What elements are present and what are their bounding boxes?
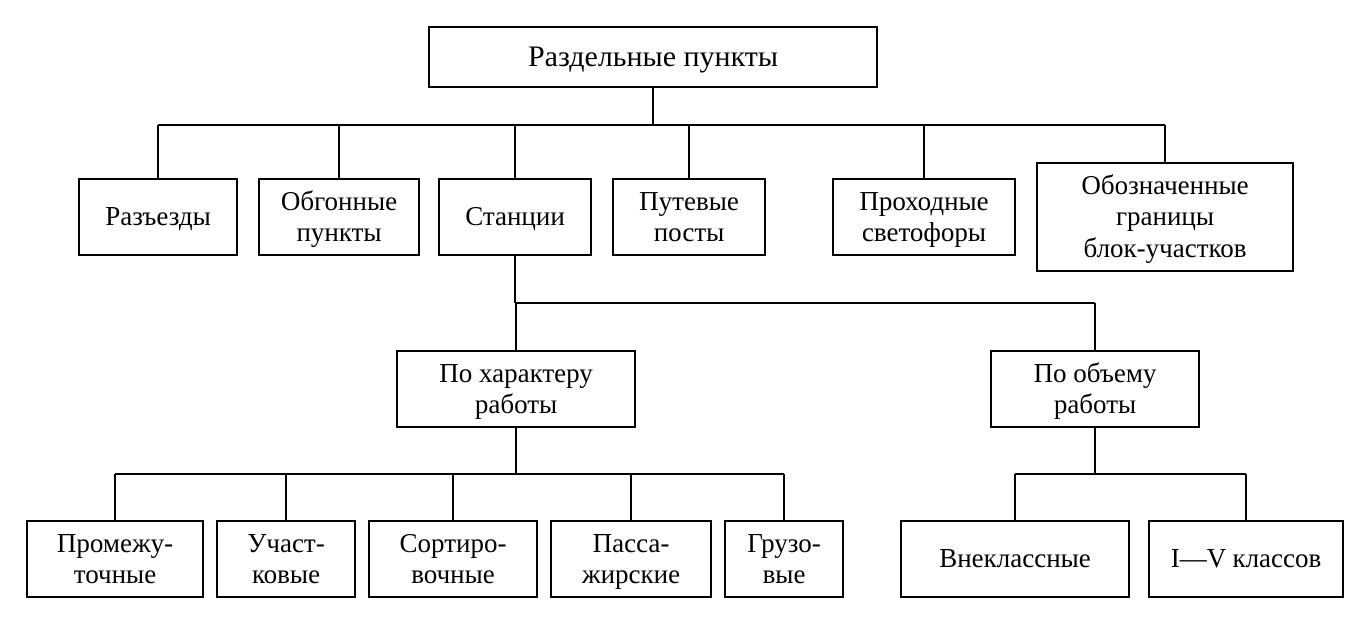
node-n6: Обозначенные границы блок-участков (1036, 162, 1294, 272)
node-w4: Пасса- жирские (550, 520, 712, 598)
node-root: Раздельные пункты (428, 26, 878, 88)
node-w5: Грузо- вые (724, 520, 844, 598)
node-n4: Путевые посты (612, 178, 766, 256)
node-c2: По объему работы (990, 350, 1200, 428)
node-n5: Проходные светофоры (832, 178, 1016, 256)
node-v1: Внеклассные (900, 520, 1130, 598)
node-n2: Обгонные пункты (258, 178, 420, 256)
node-c1: По характеру работы (396, 350, 636, 428)
node-w3: Сортиро- вочные (368, 520, 538, 598)
node-n3: Станции (438, 178, 592, 256)
node-w2: Участ- ковые (216, 520, 356, 598)
node-v2: I—V классов (1148, 520, 1344, 598)
node-w1: Промежу- точные (26, 520, 204, 598)
node-n1: Разъезды (78, 178, 238, 256)
diagram-canvas: Раздельные пункты Разъезды Обгонные пункты… (0, 0, 1368, 643)
